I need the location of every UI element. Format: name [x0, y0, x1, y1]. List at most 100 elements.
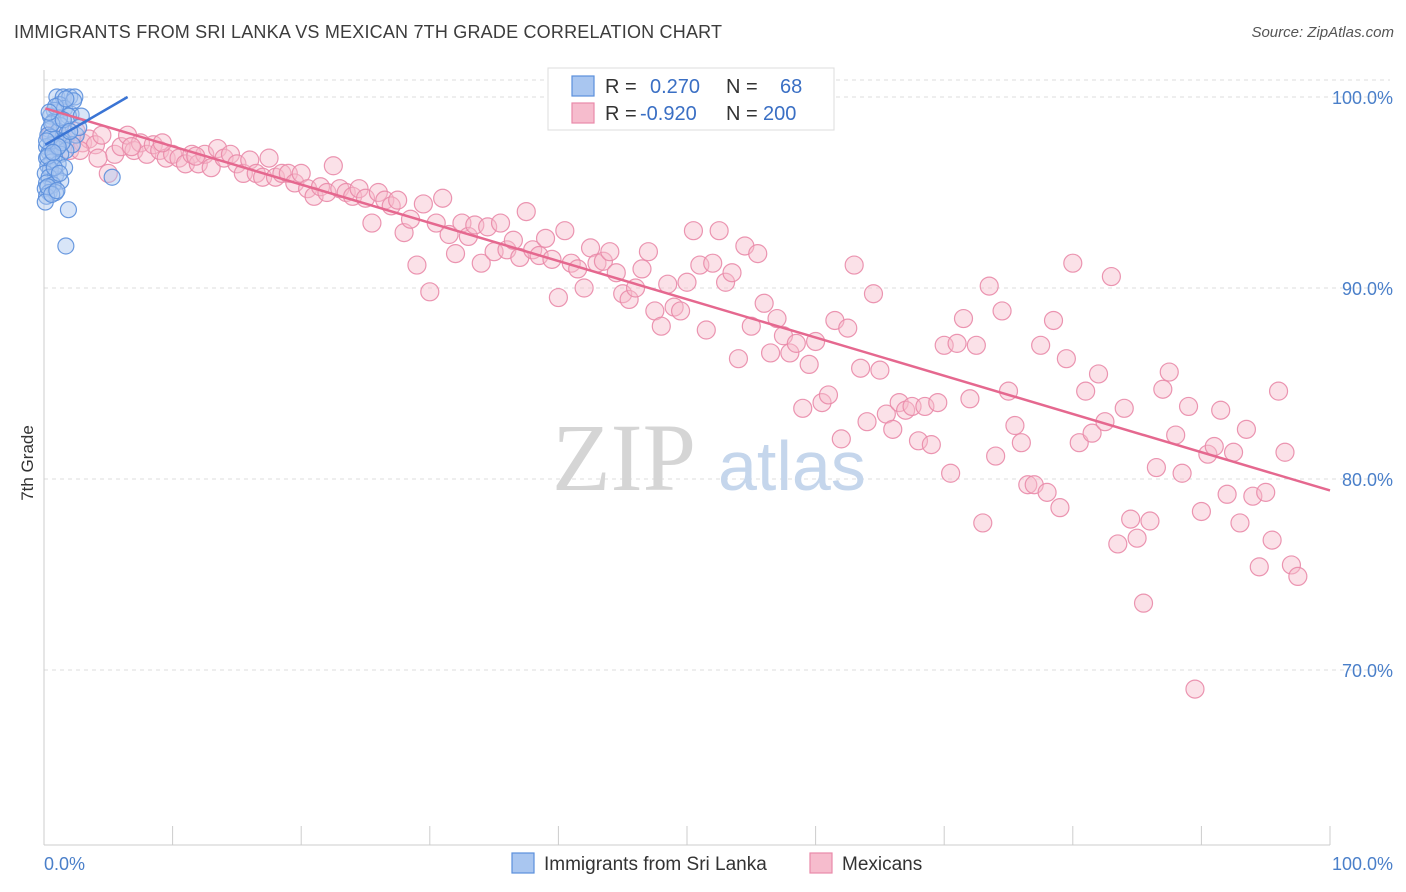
mexicans-point-157 — [1050, 498, 1070, 518]
mexicans-point-137 — [921, 435, 941, 455]
mexicans-point-104 — [709, 221, 729, 241]
y-tick-label-2: 80.0% — [1342, 470, 1393, 490]
mexicans-point-92 — [632, 259, 652, 279]
mexicans-point-48 — [349, 179, 369, 199]
mexicans-point-152 — [1018, 475, 1038, 495]
mexicans-point-174 — [1159, 362, 1179, 382]
mexicans-point-193 — [1281, 555, 1302, 575]
watermark: ZIP atlas — [552, 404, 866, 511]
chart-title: IMMIGRANTS FROM SRI LANKA VS MEXICAN 7TH… — [14, 22, 723, 42]
mexicans-point-95 — [651, 316, 671, 336]
mexicans-point-194 — [1288, 566, 1308, 587]
mexicans-point-116 — [786, 333, 806, 353]
mexicans-point-8 — [92, 125, 112, 145]
mexicans-point-148 — [992, 301, 1012, 321]
mexicans-point-67 — [471, 253, 491, 273]
mexicans-point-100 — [683, 221, 704, 241]
mexicans-point-70 — [490, 213, 511, 233]
mexicans-point-165 — [1101, 266, 1121, 287]
chart-source: Source: ZipAtlas.com — [1251, 24, 1394, 41]
mexicans-point-178 — [1185, 679, 1205, 699]
mexicans-point-86 — [593, 251, 614, 271]
x-tick-label-0: 0.0% — [44, 854, 85, 874]
mexicans-point-155 — [1037, 482, 1057, 502]
mexicans-point-105 — [715, 272, 736, 292]
sri-lanka-point-44 — [103, 168, 121, 186]
mexicans-point-166 — [1108, 534, 1128, 554]
legend-n-value-mexicans: 200 — [763, 103, 796, 125]
mexicans-point-154 — [1031, 335, 1051, 355]
mexicans-point-102 — [696, 320, 716, 340]
mexicans-point-182 — [1211, 400, 1231, 420]
mexicans-point-176 — [1172, 463, 1192, 483]
mexicans-point-163 — [1088, 364, 1109, 384]
legend-swatch-mexicans — [571, 102, 595, 124]
mexicans-point-103 — [703, 253, 723, 273]
trend-line-mexicans — [44, 107, 1331, 492]
watermark-atlas: atlas — [718, 427, 866, 505]
legend-swatch-sri-lanka — [511, 852, 535, 874]
mexicans-point-185 — [1230, 513, 1250, 533]
mexicans-point-191 — [1268, 381, 1289, 401]
x-tick-label-1: 100.0% — [1332, 854, 1393, 874]
mexicans-point-144 — [966, 335, 986, 355]
series-sri-lanka-points — [36, 88, 121, 255]
mexicans-point-113 — [767, 308, 787, 329]
correlation-legend: R = 0.270 N = 68 R = -0.920 N = 200 — [547, 67, 835, 131]
mexicans-point-143 — [960, 389, 980, 409]
legend-swatch-mexicans — [809, 852, 833, 874]
mexicans-point-147 — [986, 446, 1006, 466]
x-tick-labels: 0.0% 100.0% — [44, 854, 1393, 874]
mexicans-point-115 — [780, 343, 800, 363]
sri-lanka-point-63 — [44, 143, 62, 161]
mexicans-point-172 — [1146, 457, 1166, 478]
trend-lines — [44, 95, 1331, 492]
y-axis-title: 7th Grade — [18, 425, 37, 501]
mexicans-point-192 — [1275, 442, 1295, 462]
mexicans-point-183 — [1217, 484, 1237, 504]
sri-lanka-point-64 — [50, 164, 69, 182]
trend-line-sri-lanka — [44, 95, 129, 146]
mexicans-point-57 — [407, 255, 427, 275]
legend-r-label: R = — [605, 76, 637, 98]
mexicans-point-117 — [793, 398, 813, 418]
mexicans-point-145 — [973, 513, 993, 533]
mexicans-point-175 — [1166, 425, 1186, 445]
mexicans-point-61 — [433, 188, 453, 208]
mexicans-point-87 — [600, 242, 620, 262]
mexicans-point-58 — [413, 194, 433, 214]
mexicans-point-79 — [548, 287, 569, 308]
mexicans-point-51 — [368, 182, 388, 203]
mexicans-point-151 — [1011, 433, 1031, 453]
y-tick-label-3: 70.0% — [1342, 661, 1393, 681]
mexicans-point-127 — [857, 412, 877, 432]
legend-r-value-mexicans: -0.920 — [640, 103, 697, 125]
mexicans-point-98 — [670, 301, 691, 321]
mexicans-point-128 — [863, 284, 884, 304]
mexicans-point-83 — [574, 278, 594, 298]
mexicans-point-141 — [947, 333, 967, 353]
mexicans-point-74 — [516, 202, 536, 222]
mexicans-point-68 — [478, 217, 498, 237]
mexicans-point-125 — [844, 255, 864, 275]
legend-box — [547, 67, 835, 131]
mexicans-point-181 — [1204, 436, 1224, 457]
mexicans-point-190 — [1262, 530, 1282, 550]
mexicans-point-146 — [979, 276, 999, 296]
mexicans-point-129 — [870, 360, 890, 380]
mexicans-point-111 — [754, 293, 774, 313]
sri-lanka-point-45 — [59, 201, 78, 219]
mexicans-point-124 — [838, 318, 858, 338]
mexicans-point-135 — [908, 431, 929, 451]
mexicans-point-160 — [1069, 433, 1089, 453]
mexicans-point-167 — [1114, 398, 1134, 418]
sri-lanka-point-54 — [57, 90, 75, 108]
legend-r-label: R = — [605, 103, 637, 125]
mexicans-point-177 — [1178, 396, 1199, 417]
mexicans-point-110 — [748, 244, 768, 264]
mexicans-point-170 — [1133, 593, 1154, 613]
mexicans-point-187 — [1243, 486, 1263, 506]
mexicans-point-44 — [323, 156, 343, 176]
legend-n-label: N = — [726, 103, 758, 125]
mexicans-point-112 — [760, 343, 781, 363]
